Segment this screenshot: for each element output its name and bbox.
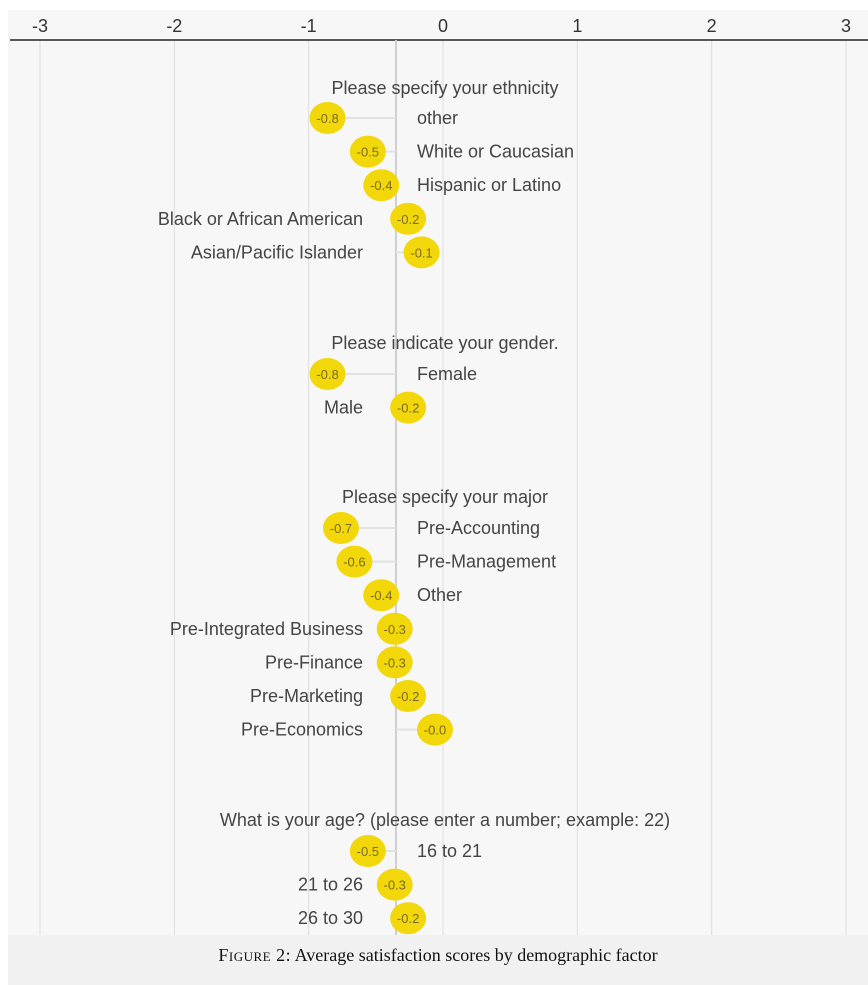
category-label: Other — [417, 585, 462, 605]
data-value-label: -0.3 — [383, 622, 405, 637]
data-value-label: -0.5 — [357, 145, 379, 160]
data-value-label: -0.0 — [424, 723, 446, 738]
caption-text: Average satisfaction scores by demograph… — [294, 945, 658, 965]
category-label: Hispanic or Latino — [417, 175, 561, 195]
category-label: Pre-Economics — [241, 720, 363, 740]
data-value-label: -0.1 — [410, 245, 432, 260]
data-value-label: -0.2 — [397, 911, 419, 926]
category-label: Female — [417, 364, 477, 384]
plot-background — [8, 10, 868, 935]
x-tick-label: 1 — [572, 16, 582, 36]
data-value-label: -0.2 — [397, 212, 419, 227]
data-point — [363, 579, 400, 612]
data-value-label: -0.5 — [357, 844, 379, 859]
data-point — [390, 202, 427, 235]
satisfaction-chart: -3 -2 -1 0 1 2 3 Please specify your ethnicity o… — [10, 16, 868, 935]
data-point — [390, 391, 427, 424]
data-point — [322, 512, 359, 544]
figure-number: Figure 2: — [218, 945, 292, 965]
data-point — [363, 169, 400, 202]
category-label: Pre-Management — [417, 552, 556, 572]
data-point — [336, 545, 373, 578]
data-point — [390, 902, 427, 935]
x-tick-label: -3 — [32, 16, 48, 36]
data-point — [390, 680, 427, 712]
data-value-label: -0.4 — [370, 588, 392, 603]
group-title: Please specify your ethnicity — [331, 78, 558, 98]
data-point — [349, 835, 386, 867]
figure-caption: Figure 2: Average satisfaction scores by… — [8, 945, 868, 966]
category-label: White or Caucasian — [417, 142, 574, 162]
x-tick-label: 2 — [707, 16, 717, 36]
data-point — [349, 135, 386, 168]
data-value-label: -0.3 — [383, 655, 405, 670]
category-label: Black or African American — [158, 209, 363, 229]
category-label: Asian/Pacific Islander — [191, 242, 363, 262]
data-value-label: -0.2 — [397, 401, 419, 416]
data-value-label: -0.4 — [370, 178, 392, 193]
category-label: Pre-Finance — [265, 652, 363, 672]
x-tick-label: 3 — [841, 16, 851, 36]
data-value-label: -0.6 — [343, 555, 365, 570]
group-title: What is your age? (please enter a number… — [220, 810, 670, 830]
data-point — [417, 713, 453, 746]
data-point — [376, 868, 413, 901]
data-point — [309, 358, 346, 390]
data-value-label: -0.3 — [383, 878, 405, 893]
category-label: 21 to 26 — [298, 875, 363, 895]
category-label: 16 to 21 — [417, 841, 482, 861]
x-tick-label: -1 — [301, 16, 317, 36]
data-value-label: -0.7 — [330, 521, 352, 536]
data-value-label: -0.8 — [316, 367, 338, 382]
category-label: Pre-Marketing — [250, 686, 363, 706]
category-label: Male — [324, 398, 363, 418]
x-tick-label: 0 — [438, 16, 448, 36]
group-title: Please indicate your gender. — [331, 333, 558, 353]
data-point — [309, 102, 346, 134]
x-tick-label: -2 — [166, 16, 182, 36]
category-label: Pre-Accounting — [417, 518, 540, 538]
category-label: other — [417, 108, 458, 128]
data-value-label: -0.8 — [316, 111, 338, 126]
caption-bar: Figure 2: Average satisfaction scores by… — [8, 935, 868, 985]
data-point — [376, 612, 413, 645]
data-point — [376, 646, 413, 679]
category-label: Pre-Integrated Business — [170, 619, 363, 639]
data-point — [403, 236, 440, 269]
data-value-label: -0.2 — [397, 689, 419, 704]
group-title: Please specify your major — [342, 487, 548, 507]
category-label: 26 to 30 — [298, 908, 363, 928]
